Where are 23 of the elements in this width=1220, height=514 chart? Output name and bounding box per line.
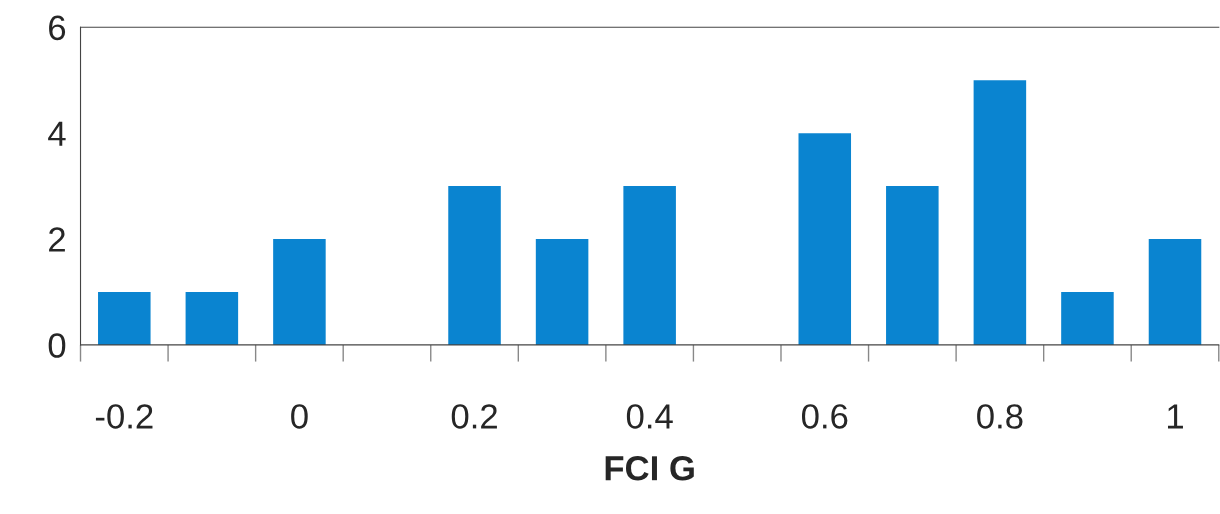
y-tick-label: 0 — [48, 333, 66, 358]
y-tick-label: 2 — [49, 227, 65, 252]
bar — [448, 186, 501, 345]
x-axis-title: FCI G — [605, 455, 694, 481]
x-tick-label: 0.4 — [626, 404, 673, 429]
bar — [886, 186, 939, 345]
bar — [1148, 239, 1202, 345]
bar — [273, 239, 326, 345]
bar — [1061, 291, 1114, 345]
bar — [535, 239, 589, 345]
bar — [973, 80, 1027, 345]
bar — [623, 186, 676, 345]
y-tick-label: 6 — [49, 15, 66, 41]
x-tick-label: 1 — [1167, 404, 1183, 429]
x-tick-label: 0.2 — [451, 404, 497, 429]
bar — [185, 291, 239, 345]
bar — [798, 133, 852, 345]
x-tick-label: 0 — [291, 404, 308, 429]
x-tick-label: 0.6 — [801, 404, 848, 429]
bar — [98, 291, 151, 345]
x-tick-label: -0.2 — [95, 404, 153, 429]
y-tick-label: 4 — [48, 121, 66, 146]
x-tick-label: 0.8 — [977, 404, 1023, 429]
